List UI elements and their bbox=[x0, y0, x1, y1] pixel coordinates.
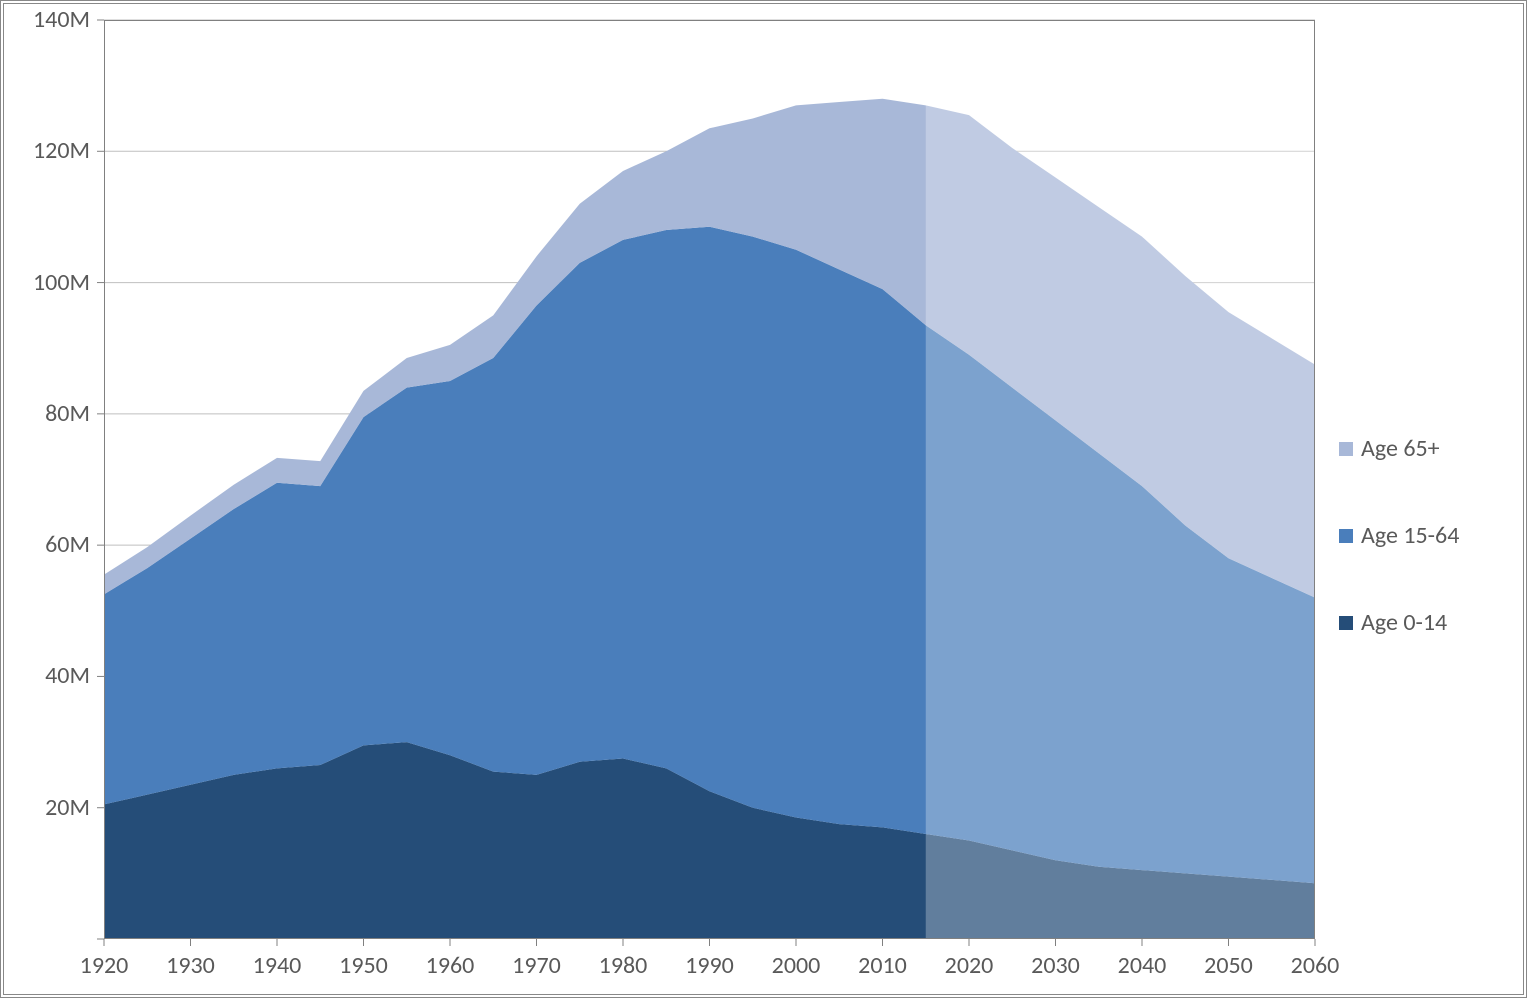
legend-label: Age 0-14 bbox=[1361, 608, 1447, 637]
x-axis-label: 2040 bbox=[1107, 951, 1177, 980]
legend-item: Age 65+ bbox=[1339, 434, 1459, 463]
x-axis-label: 1970 bbox=[502, 951, 572, 980]
legend-swatch bbox=[1339, 442, 1353, 456]
legend-item: Age 0-14 bbox=[1339, 608, 1459, 637]
x-axis-label: 1950 bbox=[329, 951, 399, 980]
x-axis-label: 1990 bbox=[675, 951, 745, 980]
x-axis-label: 1980 bbox=[588, 951, 658, 980]
x-axis-label: 1940 bbox=[242, 951, 312, 980]
x-axis-label: 2060 bbox=[1280, 951, 1350, 980]
y-axis-label: 20M bbox=[45, 793, 90, 822]
y-axis-label: 80M bbox=[45, 399, 90, 428]
x-axis-label: 2050 bbox=[1194, 951, 1264, 980]
legend-swatch bbox=[1339, 616, 1353, 630]
legend-label: Age 15-64 bbox=[1361, 521, 1459, 550]
y-axis-label: 40M bbox=[45, 661, 90, 690]
x-axis-label: 2020 bbox=[934, 951, 1004, 980]
chart-svg bbox=[4, 4, 1523, 994]
y-axis-label: 100M bbox=[33, 268, 90, 297]
x-axis-label: 1960 bbox=[415, 951, 485, 980]
forecast-overlay bbox=[926, 20, 1315, 939]
legend-swatch bbox=[1339, 529, 1353, 543]
x-axis-label: 2030 bbox=[1021, 951, 1091, 980]
legend-label: Age 65+ bbox=[1361, 434, 1440, 463]
x-axis-label: 2010 bbox=[848, 951, 918, 980]
legend-item: Age 15-64 bbox=[1339, 521, 1459, 550]
y-axis-label: 120M bbox=[33, 136, 90, 165]
x-axis-label: 1930 bbox=[156, 951, 226, 980]
y-axis-label: 60M bbox=[45, 530, 90, 559]
population-by-age-chart: Age 65+ Age 15-64 Age 0-14 20M 40M 60M 80M 100… bbox=[0, 0, 1527, 998]
x-axis-label: 1920 bbox=[69, 951, 139, 980]
x-axis-label: 2000 bbox=[761, 951, 831, 980]
y-axis-label: 140M bbox=[33, 5, 90, 34]
legend: Age 65+ Age 15-64 Age 0-14 bbox=[1339, 434, 1459, 637]
